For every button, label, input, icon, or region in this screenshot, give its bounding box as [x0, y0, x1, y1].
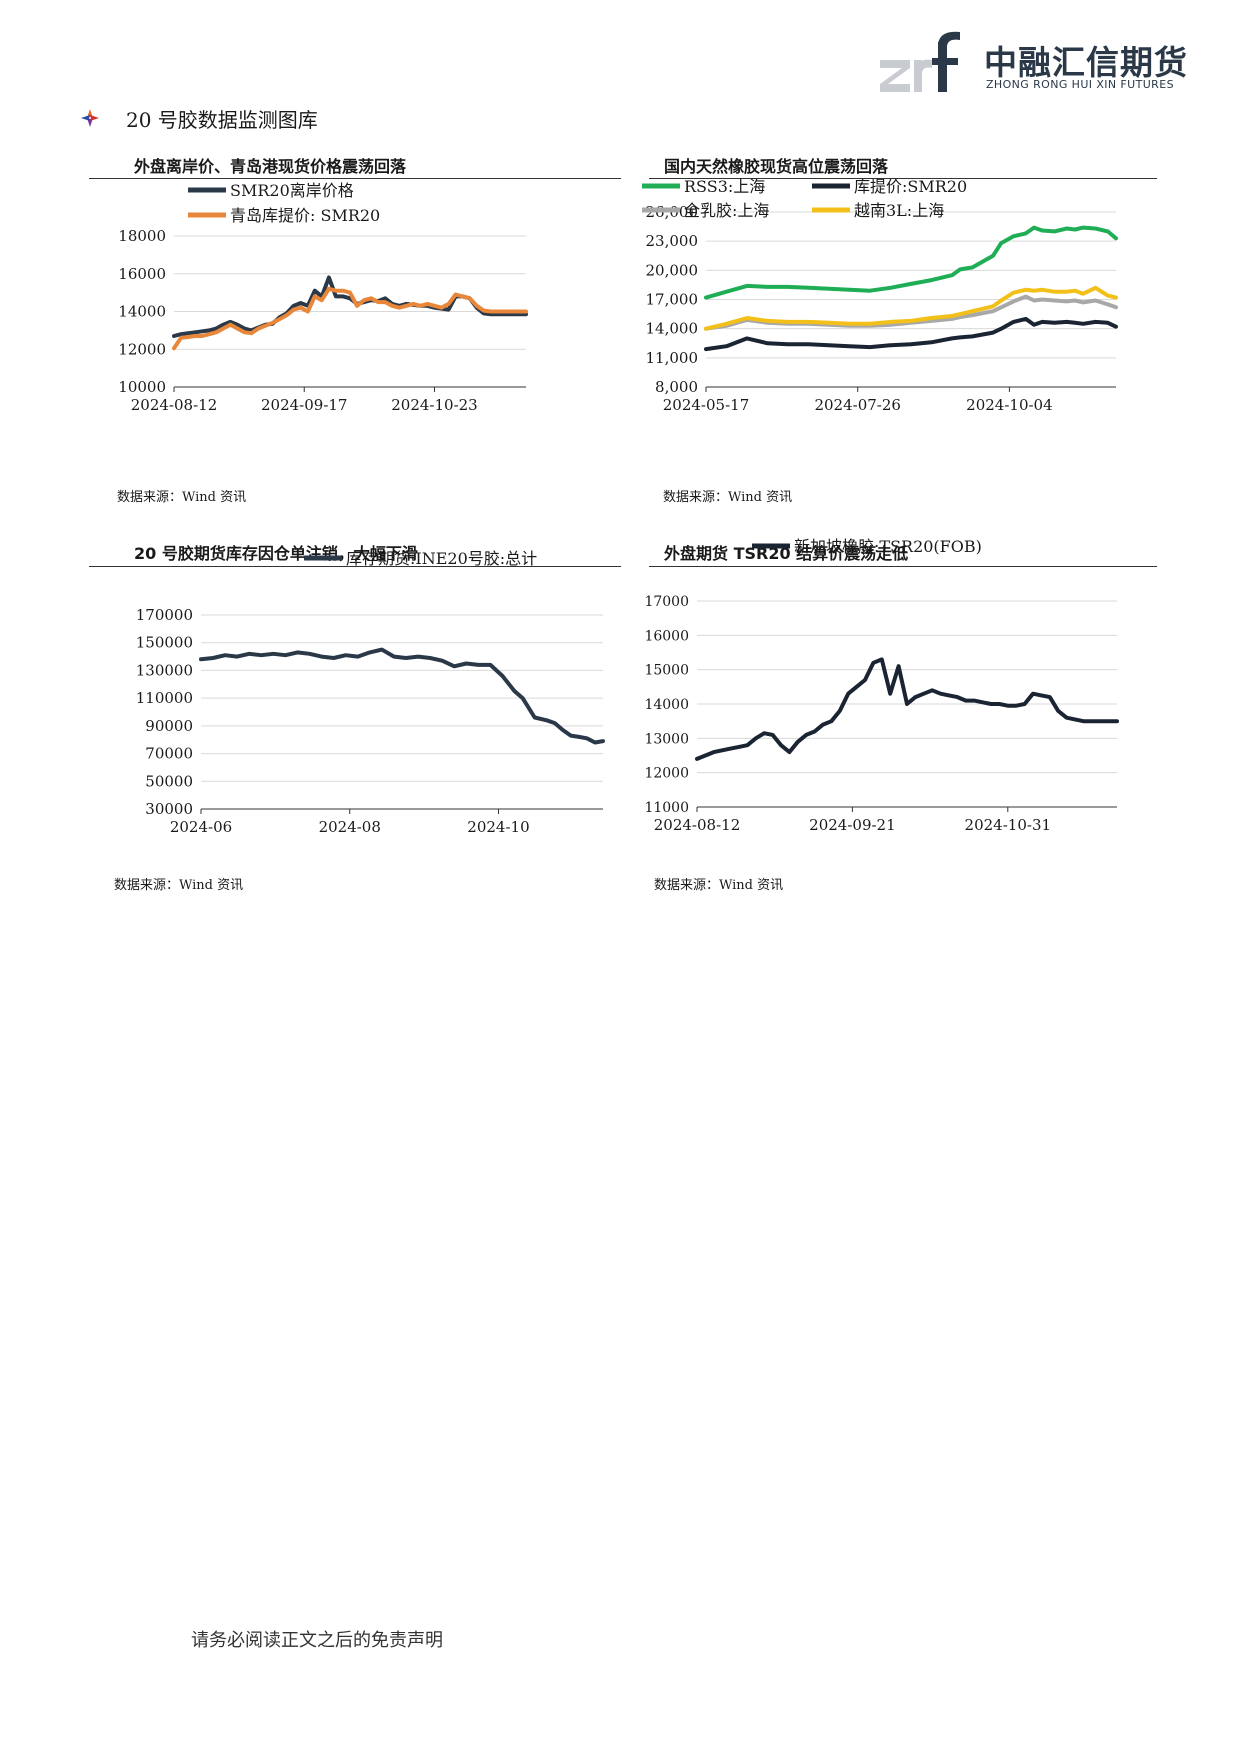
series-line-4	[704, 285, 1118, 331]
y-tick-label: 11,000	[646, 349, 699, 367]
y-tick-label: 15000	[644, 663, 689, 679]
chart-4-source: 数据来源：Wind 资讯	[654, 878, 784, 893]
x-tick-label: 2024-08-12	[654, 816, 740, 834]
y-tick-label: 50000	[145, 772, 193, 790]
chart-2-plot: 8,00011,00014,00017,00020,00023,00026,00…	[642, 177, 1118, 414]
y-tick-label: 16000	[644, 628, 689, 644]
legend-label: 库提价:SMR20	[854, 177, 967, 196]
chart-4-plot: 11000 12000 13000 14000 15000 16000 17000 2024-…	[644, 537, 1119, 834]
y-tick-label: 17000	[644, 594, 689, 610]
y-tick-label: 150000	[136, 634, 193, 652]
legend-label: 越南3L:上海	[854, 201, 944, 220]
chart-2-title-rule	[649, 178, 1157, 179]
chart-3-plot: 30000 50000 70000 90000 110000 130000 150000 17…	[136, 549, 605, 836]
x-tick-label: 2024-06	[170, 818, 232, 836]
legend-label: 全乳胶:上海	[684, 201, 769, 220]
y-tick-label: 23,000	[646, 232, 699, 250]
y-tick-label: 90000	[145, 717, 193, 735]
y-tick-label: 14,000	[646, 320, 699, 338]
logo-english-name: ZHONG RONG HUI XIN FUTURES	[986, 78, 1174, 91]
chart-1-title: 外盘离岸价、青岛港现货价格震荡回落	[134, 157, 407, 176]
chart-3-title-rule	[89, 566, 621, 567]
y-tick-label: 20,000	[646, 261, 699, 279]
chart-1-source: 数据来源：Wind 资讯	[117, 490, 247, 505]
x-tick-label: 2024-09-17	[261, 396, 347, 414]
x-tick-label: 2024-08	[319, 818, 381, 836]
y-tick-label: 170000	[136, 606, 193, 624]
x-tick-label: 2024-10-04	[966, 396, 1052, 414]
series-line-1	[199, 647, 605, 745]
legend-label: SMR20离岸价格	[230, 181, 354, 200]
logo-mark-icon	[880, 31, 960, 92]
disclaimer-footer: 请务必阅读正文之后的免责声明	[191, 1630, 443, 1651]
series-line-2	[704, 316, 1118, 352]
x-tick-label: 2024-10-31	[965, 816, 1051, 834]
y-tick-label: 18000	[118, 227, 166, 245]
y-tick-label: 30000	[145, 800, 193, 818]
chart-2-source: 数据来源：Wind 资讯	[663, 490, 793, 505]
y-tick-label: 13000	[644, 731, 689, 747]
y-tick-label: 17,000	[646, 291, 699, 309]
chart-4-title: 外盘期货 TSR20 结算价震荡走低	[664, 544, 909, 563]
y-tick-label: 12000	[118, 340, 166, 358]
bullet-icon	[81, 109, 99, 127]
chart-1-title-rule	[89, 178, 621, 179]
chart-3-title: 20 号胶期货库存因仓单注销，大幅下滑	[134, 544, 418, 563]
chart-1-plot: 10000 12000 14000 16000 18000 2024-08-12 2024-…	[118, 181, 528, 414]
y-tick-label: 130000	[136, 661, 193, 679]
chart-3-source: 数据来源：Wind 资讯	[114, 878, 244, 893]
chart-2-title: 国内天然橡胶现货高位震荡回落	[664, 157, 889, 176]
y-tick-label: 8,000	[655, 378, 698, 396]
y-tick-label: 16000	[118, 265, 166, 283]
chart-4-title-rule	[649, 566, 1157, 567]
y-tick-label: 11000	[644, 800, 689, 816]
x-tick-label: 2024-07-26	[814, 396, 900, 414]
series-line-2	[172, 286, 528, 351]
legend-label: 库存期货:INE20号胶:总计	[346, 549, 537, 568]
company-logo: 中融汇信期货 ZHONG RONG HUI XIN FUTURES	[880, 28, 1187, 98]
x-tick-label: 2024-09-21	[809, 816, 895, 834]
y-tick-label: 14000	[118, 303, 166, 321]
legend-label: 青岛库提价: SMR20	[230, 206, 380, 225]
section-title: 20 号胶数据监测图库	[126, 108, 318, 132]
y-tick-label: 10000	[118, 378, 166, 396]
x-tick-label: 2024-08-12	[131, 396, 217, 414]
x-tick-label: 2024-10-23	[391, 396, 477, 414]
series-line-1	[695, 657, 1119, 761]
logo-chinese-name: 中融汇信期货	[984, 43, 1188, 82]
y-tick-label: 70000	[145, 745, 193, 763]
y-tick-label: 110000	[136, 689, 193, 707]
legend-label: 新加坡橡胶:TSR20(FOB)	[794, 537, 982, 556]
y-tick-label: 14000	[644, 697, 689, 713]
legend-label: RSS3:上海	[684, 177, 765, 196]
x-tick-label: 2024-10	[467, 818, 529, 836]
x-tick-label: 2024-05-17	[663, 396, 749, 414]
series-line-1	[704, 225, 1118, 300]
y-tick-label: 12000	[644, 766, 689, 782]
